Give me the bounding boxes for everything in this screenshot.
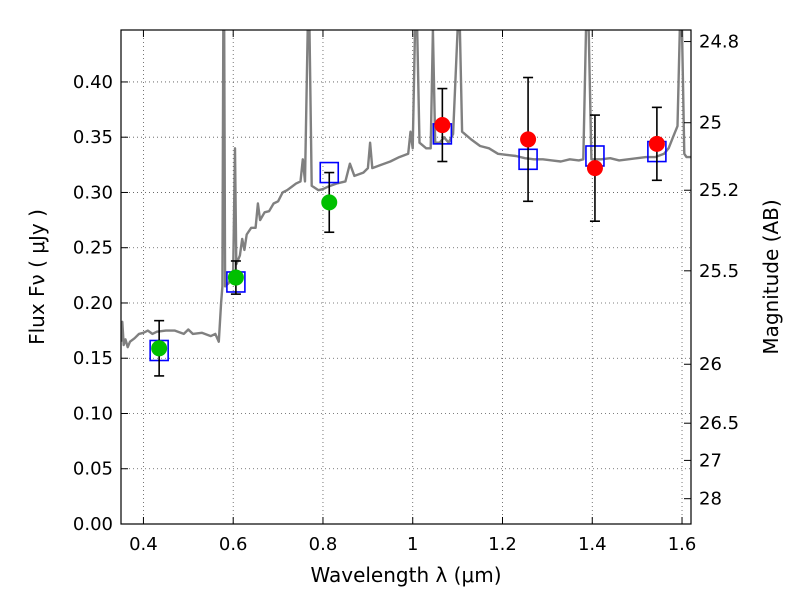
y2-tick-label: 24.8 bbox=[699, 32, 739, 53]
spectrum-layer bbox=[121, 30, 691, 349]
observed-points bbox=[151, 76, 665, 377]
x-tick-label: 0.8 bbox=[309, 534, 338, 555]
observed-point-red bbox=[434, 117, 451, 134]
y2-tick-label: 25.2 bbox=[699, 180, 739, 201]
y-tick-label: 0.30 bbox=[73, 182, 113, 203]
plot-frame bbox=[120, 29, 692, 525]
x-tick-label: 1.4 bbox=[578, 534, 607, 555]
x-tick-label: 1.2 bbox=[488, 534, 517, 555]
observed-point-red bbox=[520, 131, 537, 148]
y-tick-label: 0.05 bbox=[73, 459, 113, 480]
y-axis-label: Flux Fν ( μJy ) bbox=[25, 209, 49, 345]
observed-point-green bbox=[151, 340, 168, 357]
x-axis-label: Wavelength λ (μm) bbox=[310, 563, 501, 587]
y-tick-label: 0.35 bbox=[73, 127, 113, 148]
grid-lines bbox=[121, 30, 691, 525]
y2-tick-label: 27 bbox=[699, 450, 722, 471]
y2-tick-label: 26.5 bbox=[699, 413, 739, 434]
y-tick-label: 0.20 bbox=[73, 293, 113, 314]
observed-point-red bbox=[586, 160, 603, 177]
observed-point-red bbox=[648, 135, 665, 152]
y-tick-label: 0.10 bbox=[73, 403, 113, 424]
model-points bbox=[149, 123, 667, 362]
y2-tick-label: 26 bbox=[699, 354, 722, 375]
x-tick-label: 0.6 bbox=[219, 534, 248, 555]
y2-axis-label: Magnitude (AB) bbox=[759, 199, 783, 354]
y2-tick-label: 28 bbox=[699, 489, 722, 510]
y2-tick-label: 25 bbox=[699, 113, 722, 134]
y-tick-label: 0.25 bbox=[73, 238, 113, 259]
y2-tick-label: 25.5 bbox=[699, 261, 739, 282]
x-tick-label: 0.4 bbox=[129, 534, 158, 555]
model-spectrum-line bbox=[121, 30, 691, 349]
observed-point-green bbox=[227, 269, 244, 286]
y-tick-label: 0.00 bbox=[73, 514, 113, 535]
y-tick-label: 0.40 bbox=[73, 72, 113, 93]
observed-point-green bbox=[321, 194, 338, 211]
axis-ticks: 0.4 0.6 0.8 1 1.2 1.4 1.6 0.00 0.05 0.10 0.15 0.20 0… bbox=[73, 30, 739, 555]
x-tick-label: 1.6 bbox=[668, 534, 697, 555]
x-tick-label: 1 bbox=[407, 534, 418, 555]
y-tick-label: 0.15 bbox=[73, 348, 113, 369]
